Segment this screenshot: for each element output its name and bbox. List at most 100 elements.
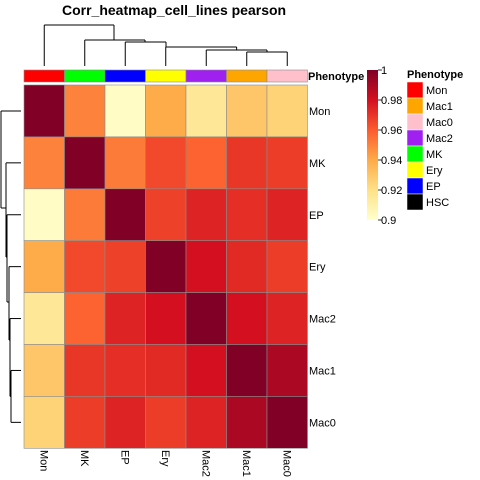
legend-label: Mac0: [426, 117, 453, 129]
heatmap-cell: [186, 241, 227, 293]
colorbar-tick-label: 0.96: [381, 125, 402, 137]
heatmap-cell: [65, 396, 106, 448]
colorbar-tick-label: 1: [381, 65, 387, 77]
heatmap-cell: [227, 396, 268, 448]
heatmap-cell: [227, 189, 268, 241]
heatmap-cell: [105, 241, 146, 293]
row-label: Mac1: [309, 365, 336, 377]
legend-swatch: [407, 82, 423, 98]
heatmap-cell: [267, 241, 308, 293]
annotation-cell: [186, 70, 227, 82]
column-label: Ery: [159, 450, 171, 467]
row-label: MK: [309, 158, 326, 170]
heatmap-cell: [65, 293, 106, 345]
heatmap-cell: [186, 345, 227, 397]
heatmap-cell: [146, 241, 187, 293]
legend-swatch: [407, 98, 423, 114]
row-labels: Mon MK EP Ery Mac2 Mac1 Mac0: [309, 106, 336, 429]
heatmap-cell: [227, 293, 268, 345]
heatmap-cell: [227, 241, 268, 293]
heatmap-cell: [65, 137, 106, 189]
column-label: Mac2: [199, 450, 211, 477]
column-label: Mon: [37, 450, 49, 471]
heatmap-cell: [186, 137, 227, 189]
heatmap-cell: [146, 189, 187, 241]
column-label: EP: [118, 450, 130, 465]
column-label: MK: [78, 450, 90, 467]
phenotype-annotation-bar: [24, 70, 308, 82]
heatmap-cell: [146, 293, 187, 345]
heatmap-cell: [65, 85, 106, 137]
row-label: Ery: [309, 262, 326, 274]
column-dendrogram: [44, 25, 287, 66]
annotation-cell: [146, 70, 187, 82]
legend-swatch: [407, 130, 423, 146]
heatmap-cell: [105, 345, 146, 397]
annotation-name: Phenotype: [308, 71, 364, 83]
legend-label: Mon: [426, 85, 447, 97]
heatmap-cell: [24, 85, 65, 137]
heatmap-cell: [105, 85, 146, 137]
annotation-cell: [105, 70, 146, 82]
legend-label: Ery: [426, 165, 443, 177]
heatmap-cell: [24, 137, 65, 189]
heatmap-cell: [227, 85, 268, 137]
row-dendrogram: [1, 111, 21, 422]
heatmap-cell: [24, 189, 65, 241]
legend-swatch: [407, 146, 423, 162]
heatmap-cell: [146, 396, 187, 448]
row-label: Mac0: [309, 417, 336, 429]
heatmap-cells: [24, 85, 308, 448]
heatmap-cell: [146, 345, 187, 397]
row-label: Mon: [309, 106, 330, 118]
heatmap-cell: [24, 345, 65, 397]
colorbar-tick-label: 0.94: [381, 155, 402, 167]
phenotype-legend: Mon Mac1 Mac0 Mac2 MK Ery EP HSC: [407, 82, 453, 210]
heatmap-cell: [267, 137, 308, 189]
heatmap-cell: [105, 189, 146, 241]
column-labels: Mon MK EP Ery Mac2 Mac1 Mac0: [37, 450, 292, 477]
annotation-cell: [65, 70, 106, 82]
heatmap-cell: [267, 189, 308, 241]
heatmap-cell: [267, 293, 308, 345]
colorbar-ticks: 1 0.98 0.96 0.94 0.92 0.9: [378, 65, 402, 227]
legend-label: HSC: [426, 197, 449, 209]
row-label: EP: [309, 210, 324, 222]
heatmap-cell: [267, 345, 308, 397]
legend-swatch: [407, 194, 423, 210]
colorbar-tick-label: 0.98: [381, 95, 402, 107]
chart-title: Corr_heatmap_cell_lines pearson: [62, 2, 286, 18]
heatmap-cell: [24, 396, 65, 448]
legend-title: Phenotype: [407, 69, 463, 81]
heatmap-cell: [105, 293, 146, 345]
column-label: Mac1: [240, 450, 252, 477]
heatmap-cell: [267, 396, 308, 448]
legend-label: MK: [426, 149, 443, 161]
heatmap-cell: [65, 189, 106, 241]
annotation-cell: [24, 70, 65, 82]
colorbar-tick-label: 0.9: [381, 215, 396, 227]
legend-swatch: [407, 162, 423, 178]
legend-swatch: [407, 178, 423, 194]
heatmap-cell: [65, 241, 106, 293]
heatmap-cell: [65, 345, 106, 397]
heatmap-cell: [186, 85, 227, 137]
heatmap-cell: [146, 137, 187, 189]
heatmap-cell: [105, 137, 146, 189]
legend-swatch: [407, 114, 423, 130]
legend-label: Mac1: [426, 101, 453, 113]
heatmap-cell: [186, 293, 227, 345]
legend-label: Mac2: [426, 133, 453, 145]
annotation-cell: [227, 70, 268, 82]
heatmap-cell: [227, 345, 268, 397]
heatmap-cell: [105, 396, 146, 448]
column-label: Mac0: [280, 450, 292, 477]
heatmap-cell: [267, 85, 308, 137]
heatmap-cell: [186, 396, 227, 448]
heatmap-cell: [227, 137, 268, 189]
heatmap-cell: [186, 189, 227, 241]
heatmap-cell: [24, 293, 65, 345]
colorbar-tick-label: 0.92: [381, 185, 402, 197]
heatmap-cell: [24, 241, 65, 293]
